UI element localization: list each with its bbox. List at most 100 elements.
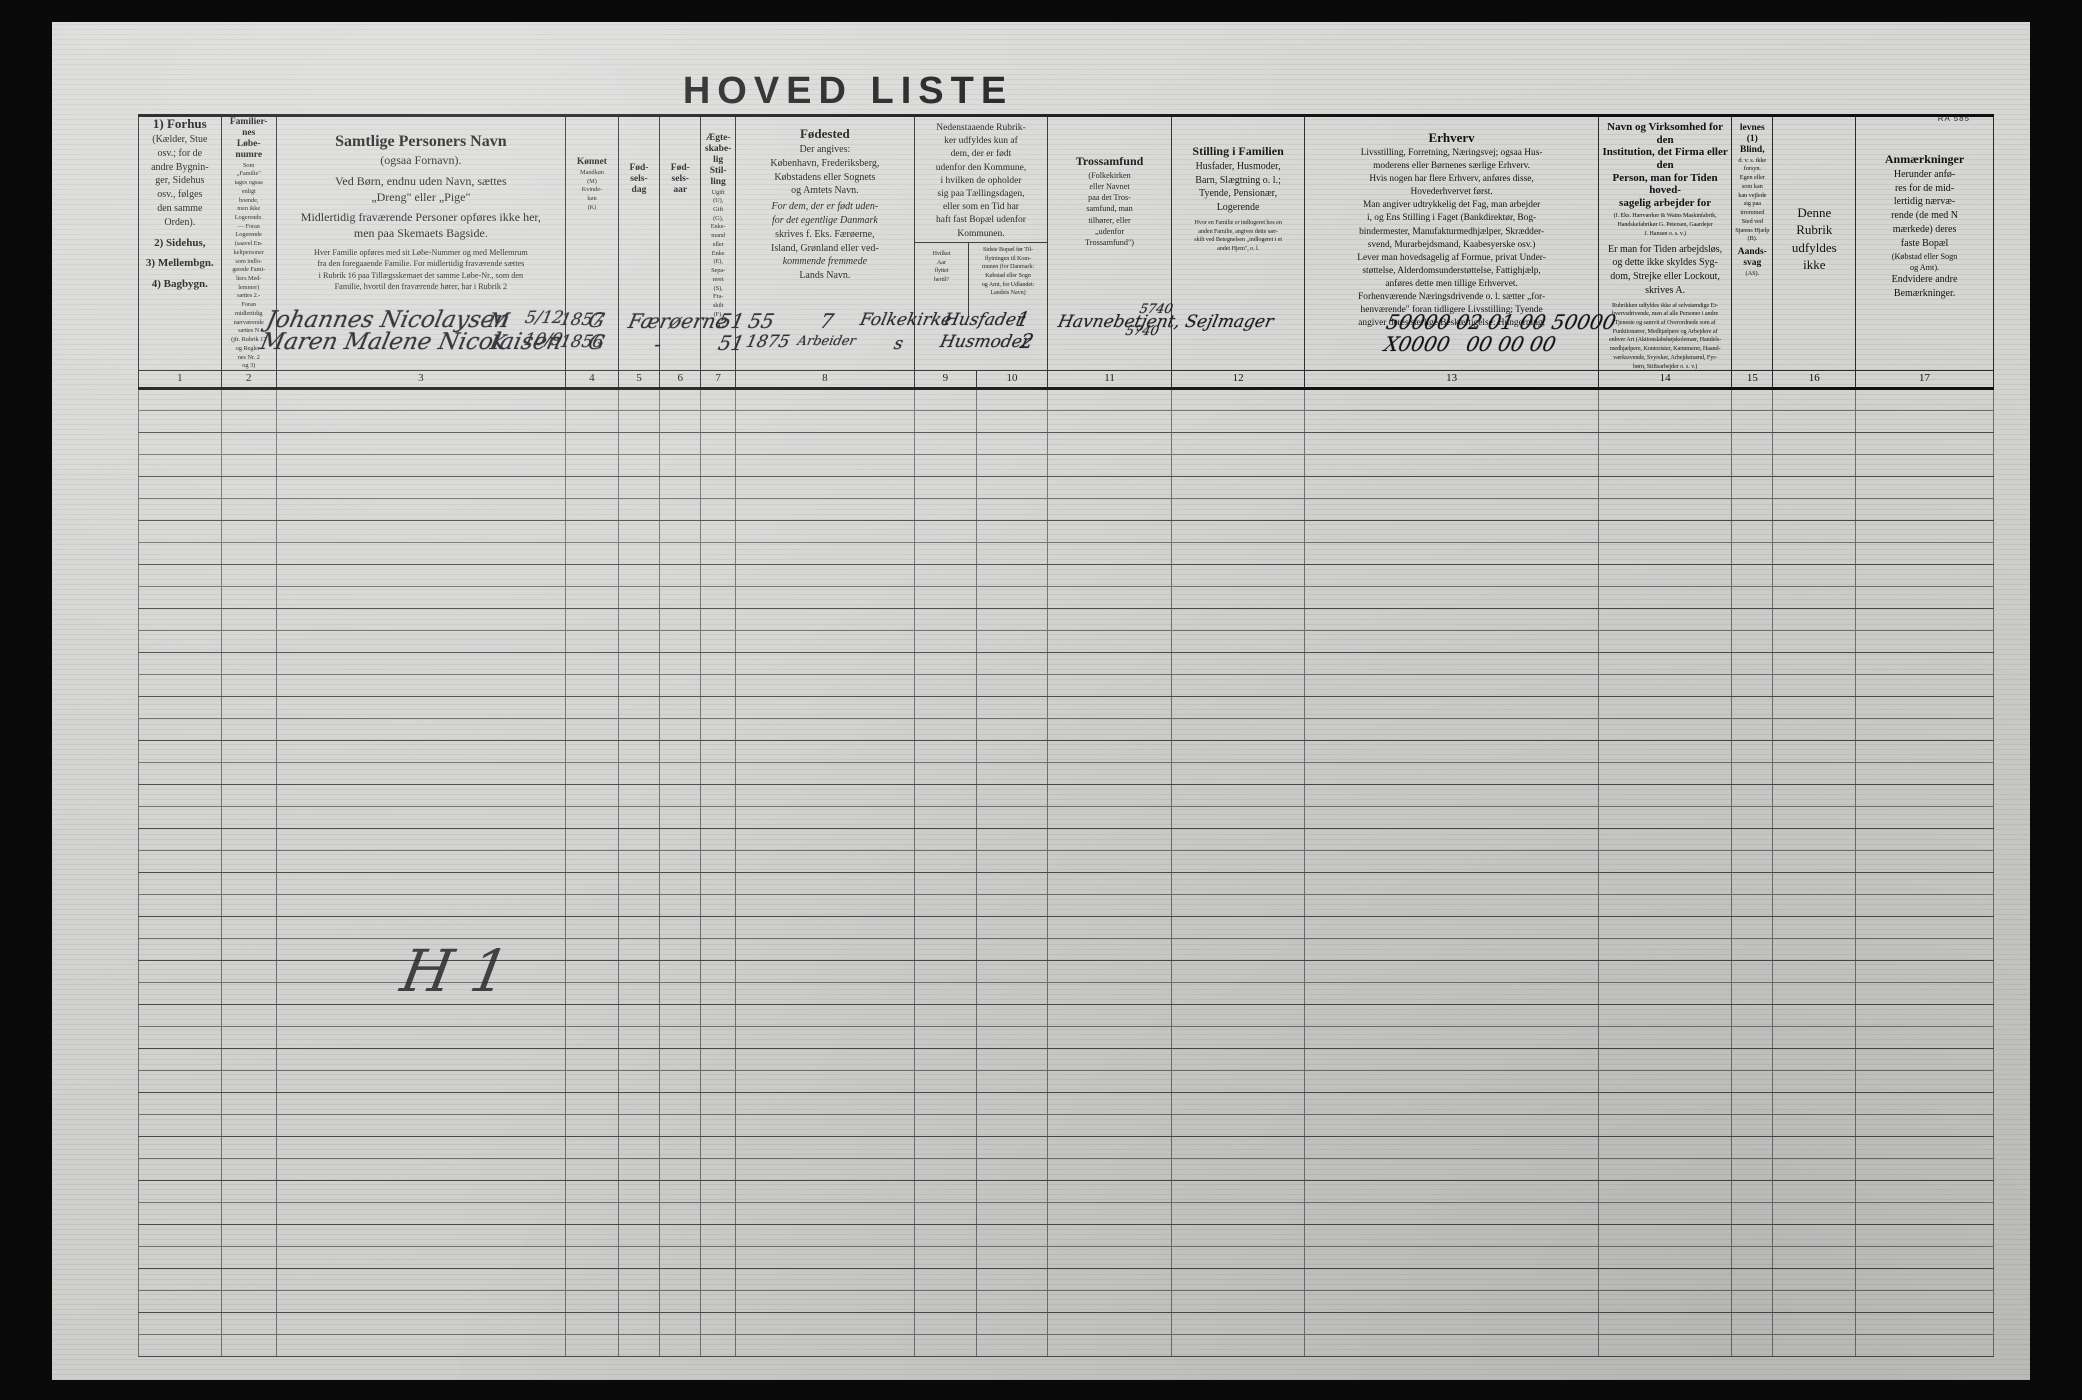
cell-r42-c17 xyxy=(1855,1290,1994,1314)
cell-r19-c15 xyxy=(1731,784,1774,808)
cell-r25-c12 xyxy=(1171,916,1306,940)
cell-r29-c1 xyxy=(138,1004,222,1028)
header-fam-l3: tages ogsaa xyxy=(234,179,263,187)
table-row xyxy=(138,718,1994,742)
cell-r11-c14 xyxy=(1598,608,1733,632)
table-row xyxy=(138,476,1994,500)
cell-r4-c13 xyxy=(1304,454,1600,478)
cell-r16-c10 xyxy=(975,718,1049,742)
cell-r36-c5 xyxy=(617,1158,661,1182)
cell-r42-c8 xyxy=(734,1290,915,1314)
header-sex-l3: Kvinde- xyxy=(581,186,603,194)
cell-r23-c8 xyxy=(734,872,915,896)
header-emp-e3: J. Hansen o. s. v.) xyxy=(1644,229,1686,237)
cell-r40-c13 xyxy=(1304,1246,1600,1270)
header-birthplace: Fødested Der angives: København, Frederi… xyxy=(734,113,915,372)
cell-r35-c10 xyxy=(975,1136,1049,1160)
cell-r28-c9 xyxy=(913,982,977,1006)
cell-r21-c2 xyxy=(220,828,277,852)
cell-r11-c12 xyxy=(1171,608,1306,632)
cell-r22-c5 xyxy=(617,850,661,874)
cell-r33-c5 xyxy=(617,1092,661,1116)
entry-2-year-moved: 1875 xyxy=(744,332,792,352)
cell-r27-c4 xyxy=(565,960,619,984)
cell-r33-c17 xyxy=(1855,1092,1994,1116)
cell-r14-c9 xyxy=(913,674,977,698)
header-names-note3: i Rubrik 16 paa Tillægsskemaet det samme… xyxy=(318,270,524,280)
cell-r24-c10 xyxy=(975,894,1049,918)
cell-r18-c2 xyxy=(220,762,277,786)
header-names-l2: Ved Børn, endnu uden Navn, sættes xyxy=(335,173,507,188)
cell-r24-c16 xyxy=(1772,894,1857,918)
cell-r26-c4 xyxy=(565,938,619,962)
cell-r34-c2 xyxy=(220,1114,277,1138)
cell-r43-c5 xyxy=(617,1312,661,1336)
cell-r38-c10 xyxy=(975,1202,1049,1226)
table-row xyxy=(138,1268,1994,1292)
table-row xyxy=(138,1180,1994,1204)
cell-r7-c1 xyxy=(138,520,222,544)
header-occupation-title: Erhverv xyxy=(1428,130,1475,145)
cell-r44-c17 xyxy=(1855,1334,1994,1358)
cell-r26-c16 xyxy=(1772,938,1857,962)
header-numre: numre xyxy=(235,149,263,160)
cell-r15-c5 xyxy=(617,696,661,720)
cell-r17-c11 xyxy=(1047,740,1173,764)
cell-r3-c12 xyxy=(1171,432,1306,456)
cell-r8-c14 xyxy=(1598,542,1733,566)
cell-r36-c2 xyxy=(220,1158,277,1182)
header-rel-l7: Trossamfund") xyxy=(1085,237,1135,247)
cell-r19-c10 xyxy=(975,784,1049,808)
cell-r20-c3 xyxy=(275,806,567,830)
header-ym-l3: flyttet xyxy=(934,267,949,275)
cell-r41-c11 xyxy=(1047,1268,1173,1292)
colnum-16: 16 xyxy=(1772,370,1857,391)
cell-r39-c9 xyxy=(913,1224,977,1248)
header-marital-s2: (U), xyxy=(713,197,724,205)
header-fam-l5: boende, xyxy=(239,196,259,204)
cell-r35-c16 xyxy=(1772,1136,1857,1160)
header-emp-t1: Navn og Virksomhed for den xyxy=(1607,121,1723,146)
cell-r24-c2 xyxy=(220,894,277,918)
cell-r1-c6 xyxy=(659,388,702,412)
cell-r2-c7 xyxy=(700,410,736,434)
cell-r28-c5 xyxy=(617,982,661,1006)
cell-r36-c11 xyxy=(1047,1158,1173,1182)
cell-r29-c12 xyxy=(1171,1004,1306,1028)
header-rem-l9: Endvidere andre xyxy=(1891,273,1958,285)
header-birthplace-title: Fødested xyxy=(799,126,850,141)
cell-r24-c13 xyxy=(1304,894,1600,918)
header-fam-l8: — Foran xyxy=(237,222,260,230)
cell-r43-c4 xyxy=(565,1312,619,1336)
header-dnf-l2: Rubrik xyxy=(1796,222,1833,238)
cell-r7-c11 xyxy=(1047,520,1173,544)
cell-r34-c11 xyxy=(1047,1114,1173,1138)
cell-r21-c14 xyxy=(1598,828,1733,852)
cell-r9-c17 xyxy=(1855,564,1994,588)
cell-r10-c6 xyxy=(659,586,702,610)
header-pr-l6: Landets Navn) xyxy=(990,289,1026,297)
cell-r30-c3 xyxy=(275,1026,567,1050)
header-marital-l4: Stil- xyxy=(709,165,727,176)
cell-r31-c16 xyxy=(1772,1048,1857,1072)
cell-r13-c17 xyxy=(1855,652,1994,676)
cell-r41-c13 xyxy=(1304,1268,1600,1292)
cell-r22-c14 xyxy=(1598,850,1733,874)
header-bp-l9: kommende fremmede xyxy=(782,256,868,268)
cell-r43-c7 xyxy=(700,1312,736,1336)
cell-r39-c3 xyxy=(275,1224,567,1248)
cell-r22-c15 xyxy=(1731,850,1774,874)
cell-r32-c16 xyxy=(1772,1070,1857,1094)
cell-r12-c10 xyxy=(975,630,1049,654)
cell-r13-c6 xyxy=(659,652,702,676)
cell-r27-c17 xyxy=(1855,960,1994,984)
cell-r18-c9 xyxy=(913,762,977,786)
cell-r3-c7 xyxy=(700,432,736,456)
cell-r43-c12 xyxy=(1171,1312,1306,1336)
cell-r17-c2 xyxy=(220,740,277,764)
cell-r38-c17 xyxy=(1855,1202,1994,1226)
cell-r20-c15 xyxy=(1731,806,1774,830)
cell-r16-c1 xyxy=(138,718,222,742)
cell-r29-c14 xyxy=(1598,1004,1733,1028)
cell-r19-c8 xyxy=(734,784,915,808)
